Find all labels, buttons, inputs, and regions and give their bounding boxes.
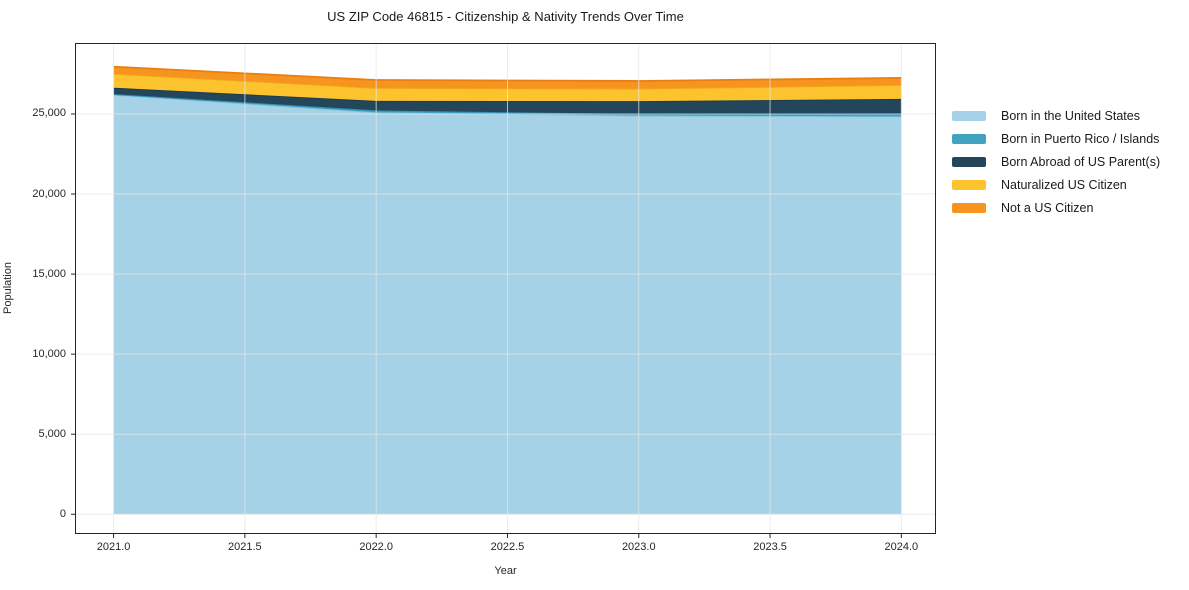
y-tick-label: 0 bbox=[59, 507, 66, 520]
x-tick-label: 2021.0 bbox=[96, 541, 131, 553]
legend-label: Not a US Citizen bbox=[1001, 200, 1094, 215]
area-series-4 bbox=[113, 66, 902, 89]
legend: Born in the United States Born in Puerto … bbox=[952, 104, 1160, 219]
legend-label: Born Abroad of US Parent(s) bbox=[1001, 154, 1161, 169]
legend-label: Born in Puerto Rico / Islands bbox=[1001, 131, 1160, 146]
area-series-3 bbox=[113, 73, 902, 102]
legend-swatch-icon bbox=[952, 202, 986, 213]
x-axis-label: Year bbox=[494, 565, 517, 577]
plot-border bbox=[75, 43, 936, 534]
y-tick-label: 15,000 bbox=[32, 267, 66, 280]
legend-entry-1: Born in Puerto Rico / Islands bbox=[952, 127, 1160, 150]
legend-entry-2: Born Abroad of US Parent(s) bbox=[952, 150, 1160, 173]
legend-swatch-icon bbox=[952, 133, 986, 144]
x-tick-label: 2023.0 bbox=[621, 541, 656, 553]
chart-title: US ZIP Code 46815 - Citizenship & Nativi… bbox=[327, 9, 684, 24]
legend-swatch-icon bbox=[952, 156, 986, 167]
x-tick-label: 2023.5 bbox=[753, 541, 787, 553]
legend-swatch-icon bbox=[952, 179, 986, 190]
legend-label: Naturalized US Citizen bbox=[1001, 177, 1127, 192]
legend-entry-4: Not a US Citizen bbox=[952, 196, 1160, 219]
legend-swatch-icon bbox=[952, 110, 986, 121]
legend-entry-3: Naturalized US Citizen bbox=[952, 173, 1160, 196]
x-tick-label: 2022.0 bbox=[359, 541, 393, 553]
legend-label: Born in the United States bbox=[1001, 108, 1140, 123]
x-tick-label: 2021.5 bbox=[228, 541, 262, 553]
legend-entry-0: Born in the United States bbox=[952, 104, 1160, 127]
y-tick-label: 20,000 bbox=[32, 187, 66, 200]
y-tick-label: 10,000 bbox=[32, 347, 66, 360]
x-tick-label: 2022.5 bbox=[490, 541, 525, 553]
x-tick-label: 2024.0 bbox=[884, 541, 919, 553]
y-axis-label: Population bbox=[2, 262, 14, 314]
y-tick-label: 25,000 bbox=[32, 107, 66, 120]
area-series-2 bbox=[113, 87, 902, 114]
y-tick-label: 5,000 bbox=[38, 427, 66, 440]
